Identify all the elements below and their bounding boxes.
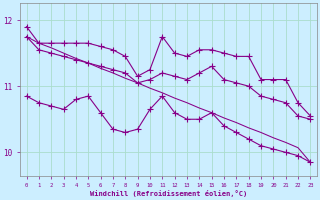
- X-axis label: Windchill (Refroidissement éolien,°C): Windchill (Refroidissement éolien,°C): [90, 190, 247, 197]
